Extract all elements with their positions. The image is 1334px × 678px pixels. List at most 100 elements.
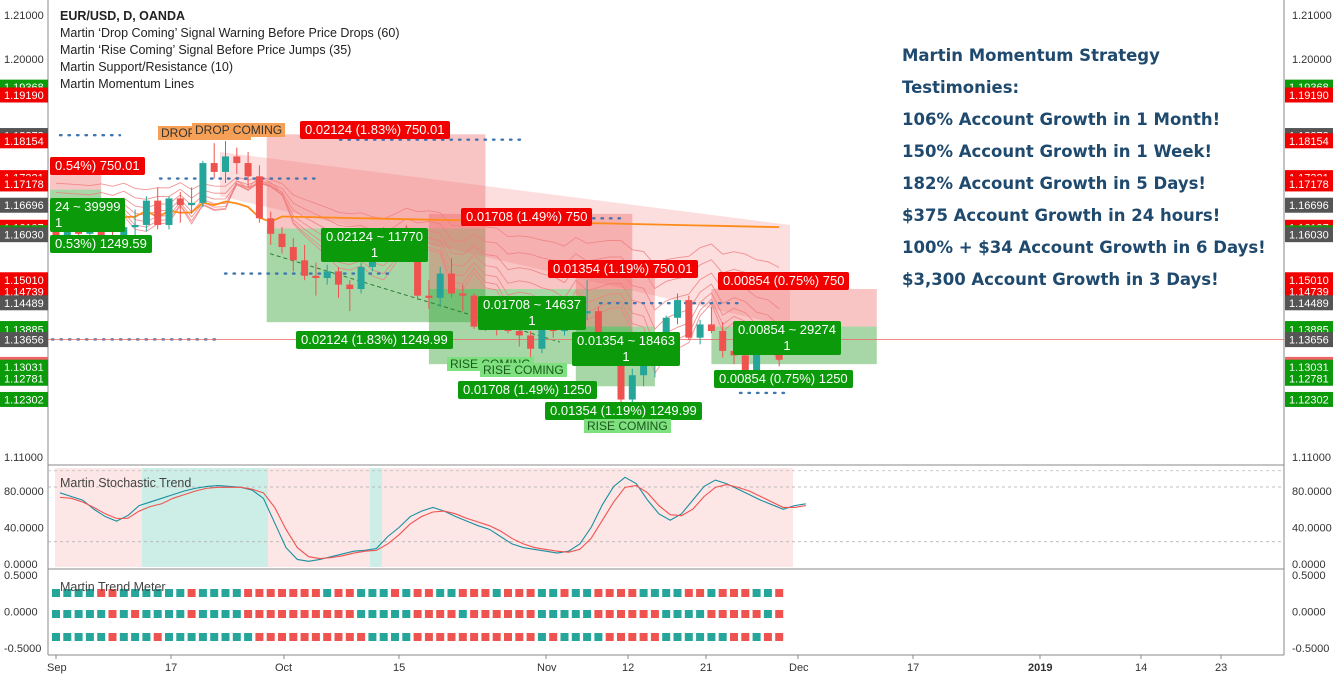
candle-body xyxy=(357,266,365,290)
trend-meter-cell xyxy=(289,633,298,641)
trend-meter-cell xyxy=(662,610,671,618)
trend-meter-cell xyxy=(492,610,501,618)
trend-meter-cell xyxy=(300,610,309,618)
trend-meter-cell xyxy=(210,589,219,597)
testimonies-title: Martin Momentum Strategy xyxy=(902,46,1160,65)
trend-meter-cell xyxy=(571,610,580,618)
trend-meter-cell xyxy=(255,589,264,597)
price-label-box xyxy=(1285,176,1333,192)
trend-meter-cell xyxy=(696,633,705,641)
trend-meter-cell xyxy=(142,633,151,641)
trend-meter-cell xyxy=(481,589,490,597)
price-label-value: 1.16030 xyxy=(4,230,44,242)
trend-meter-cell xyxy=(684,633,693,641)
indicator-support-resistance[interactable]: Martin Support/Resistance (10) xyxy=(60,60,233,74)
trend-meter-cell xyxy=(504,610,512,618)
trend-meter-cell xyxy=(85,589,94,597)
trend-meter-cell xyxy=(311,589,320,597)
indicator-drop-signal[interactable]: Martin ‘Drop Coming’ Signal Warning Befo… xyxy=(60,26,400,40)
testimony-line: 106% Account Growth in 1 Month! xyxy=(902,110,1221,129)
drop-coming-signal: DROP COMING xyxy=(192,123,286,137)
trend-meter-cell xyxy=(232,633,241,641)
trend-meter-cell xyxy=(187,633,196,641)
candle-body xyxy=(583,311,591,314)
trend-meter-cell xyxy=(131,589,140,597)
trend-meter-cell xyxy=(696,610,705,618)
trend-meter-cell xyxy=(639,633,648,641)
trend-meter-axis-label: 0.5000 xyxy=(4,570,38,582)
trend-meter-cell xyxy=(628,633,637,641)
trend-meter-cell xyxy=(560,633,569,641)
trend-meter-cell xyxy=(165,610,173,618)
candle-body xyxy=(301,260,309,276)
momentum-band xyxy=(220,152,790,327)
trend-meter-cell xyxy=(368,610,377,618)
price-label-value: 1.18154 xyxy=(4,136,44,148)
trend-meter-cell xyxy=(97,633,106,641)
trend-meter-cell xyxy=(63,610,72,618)
trend-meter-cell xyxy=(131,633,140,641)
time-axis-label: 15 xyxy=(393,662,405,674)
trend-meter-cell xyxy=(594,610,603,618)
trend-meter-cell xyxy=(413,589,422,597)
price-label-value: 1.13656 xyxy=(4,335,44,347)
time-axis-label: Oct xyxy=(275,662,292,674)
price-label-box xyxy=(1285,272,1333,288)
trend-meter-cell xyxy=(617,589,625,597)
trend-meter-cell xyxy=(684,610,693,618)
trend-meter-cell xyxy=(74,610,83,618)
stochastic-bullish-zone xyxy=(142,468,268,567)
price-axis-label: 1.20000 xyxy=(1292,54,1332,66)
trend-meter-cell xyxy=(413,633,422,641)
trend-meter-cell xyxy=(571,633,580,641)
price-label-value: 1.16030 xyxy=(1289,230,1329,242)
trend-meter-cell xyxy=(232,610,241,618)
candle-body xyxy=(628,375,636,400)
trend-meter-cell xyxy=(323,610,332,618)
candle-body xyxy=(335,271,342,285)
trend-meter-cell xyxy=(266,610,275,618)
trend-meter-cell xyxy=(379,610,388,618)
indicator-momentum-lines[interactable]: Martin Momentum Lines xyxy=(60,77,195,91)
trend-meter-cell xyxy=(176,633,185,641)
trend-meter-cell xyxy=(549,589,558,597)
trend-meter-cell xyxy=(617,610,625,618)
candle-body xyxy=(131,224,139,228)
trend-meter-cell xyxy=(165,633,173,641)
trend-meter-cell xyxy=(244,589,253,597)
testimony-line: $375 Account Growth in 24 hours! xyxy=(902,206,1221,225)
price-label-value: 1.14489 xyxy=(4,298,44,310)
trend-meter-cell xyxy=(605,633,614,641)
candle-body xyxy=(312,275,320,278)
trade-loss-label: 0.02124 (1.83%) 750.01 xyxy=(300,121,450,139)
trend-meter-cell xyxy=(537,633,546,641)
trade-loss-label: 0.01708 (1.49%) 750 xyxy=(461,208,593,226)
indicator-rise-signal[interactable]: Martin ‘Rise Coming’ Signal Before Price… xyxy=(60,43,352,57)
candle-body xyxy=(741,355,749,376)
price-label-box xyxy=(1285,370,1333,386)
candle-body xyxy=(199,163,207,203)
trend-meter-cell xyxy=(673,589,682,597)
candle-body xyxy=(685,300,693,338)
trend-meter-cell xyxy=(97,589,106,597)
trend-meter-cell xyxy=(210,610,219,618)
trend-meter-cell xyxy=(673,610,682,618)
trade-size-label: 0.02124 ~ 11770 1 xyxy=(321,228,428,262)
price-label-box xyxy=(0,370,48,386)
trend-meter-cell xyxy=(176,610,185,618)
trend-meter-cell xyxy=(424,589,433,597)
time-axis-label: Sep xyxy=(47,662,67,674)
price-label-box xyxy=(0,391,48,407)
time-axis-label: 17 xyxy=(165,662,177,674)
trend-meter-cell xyxy=(447,610,456,618)
trend-meter-cell xyxy=(707,589,716,597)
price-label-value: 1.12781 xyxy=(1289,373,1329,385)
price-label-box xyxy=(1285,87,1333,103)
trend-meter-cell xyxy=(108,610,117,618)
price-label-box xyxy=(0,332,48,348)
price-label-value: 1.13656 xyxy=(1289,335,1329,347)
trend-meter-cell xyxy=(221,589,230,597)
trend-meter-cell xyxy=(470,610,479,618)
candle-body xyxy=(346,284,354,290)
time-axis-label: 21 xyxy=(700,662,712,674)
